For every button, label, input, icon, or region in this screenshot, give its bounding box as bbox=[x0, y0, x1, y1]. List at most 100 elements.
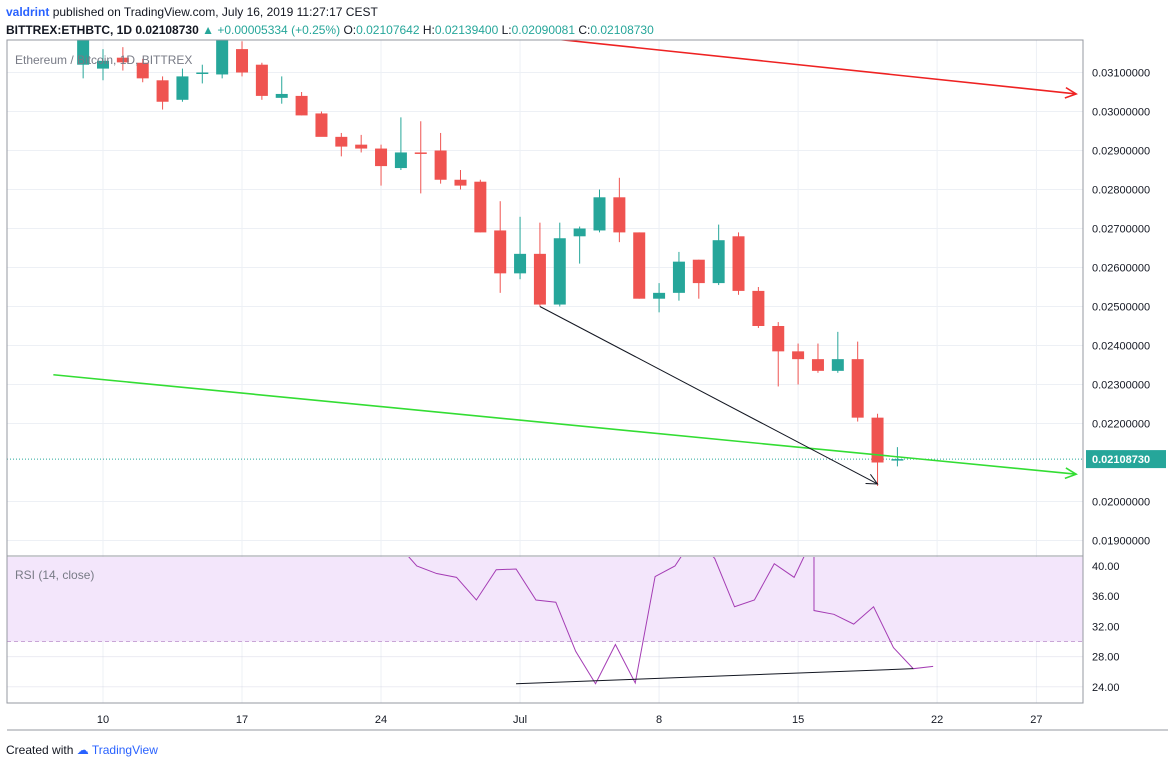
candle bbox=[732, 232, 745, 295]
x-tick-label: 24 bbox=[375, 714, 387, 726]
y-tick-label: 0.03100000 bbox=[1092, 68, 1150, 80]
candle bbox=[275, 76, 288, 104]
rsi-line bbox=[408, 557, 934, 685]
candle-body bbox=[136, 62, 149, 79]
symbol-label: BITTREX:ETHBTC, 1D bbox=[6, 23, 132, 37]
candle-body bbox=[772, 326, 785, 352]
tradingview-brand[interactable]: TradingView bbox=[91, 743, 158, 757]
y-tick-label: 0.02800000 bbox=[1092, 185, 1150, 197]
candle-body bbox=[77, 40, 90, 65]
candle-body bbox=[891, 459, 904, 461]
main-chart-title: Ethereum / Bitcoin, 1D, BITTREX bbox=[15, 53, 192, 67]
candle bbox=[792, 343, 805, 385]
last-price: 0.02108730 bbox=[135, 23, 199, 37]
candle-body bbox=[414, 152, 427, 154]
candle-body bbox=[633, 232, 646, 299]
candle-body bbox=[335, 136, 348, 147]
candle-body bbox=[553, 238, 566, 305]
rsi-y-tick-label: 40.00 bbox=[1092, 561, 1120, 573]
publish-line: valdrint published on TradingView.com, J… bbox=[6, 3, 1166, 21]
y-tick-label: 0.02600000 bbox=[1092, 263, 1150, 275]
x-tick-label: 27 bbox=[1030, 714, 1042, 726]
candle bbox=[375, 144, 388, 186]
close-value: 0.02108730 bbox=[590, 23, 654, 37]
x-tick-label: Jul bbox=[513, 714, 527, 726]
candle bbox=[116, 47, 129, 71]
candle bbox=[236, 41, 249, 77]
y-tick-label: 0.03000000 bbox=[1092, 107, 1150, 119]
y-tick-label: 0.02900000 bbox=[1092, 146, 1150, 158]
x-tick-label: 8 bbox=[656, 714, 662, 726]
candle bbox=[613, 177, 626, 243]
author-link[interactable]: valdrint bbox=[6, 5, 50, 19]
y-tick-label: 0.01900000 bbox=[1092, 536, 1150, 548]
candle-body bbox=[672, 261, 685, 293]
candle bbox=[414, 121, 427, 194]
candle bbox=[633, 232, 646, 299]
candle-body bbox=[176, 76, 189, 100]
low-value: 0.02090081 bbox=[511, 23, 576, 37]
open-value: 0.02107642 bbox=[356, 23, 420, 37]
rsi-trendline bbox=[516, 668, 914, 685]
candle bbox=[136, 58, 149, 83]
candle-body bbox=[573, 228, 586, 237]
x-tick-label: 17 bbox=[236, 714, 248, 726]
candle bbox=[335, 132, 348, 157]
green-support-line bbox=[53, 373, 1077, 475]
last-price-tag bbox=[1086, 450, 1166, 469]
candle-body bbox=[533, 253, 546, 305]
candle bbox=[851, 341, 864, 422]
low-label: L: bbox=[501, 23, 512, 37]
candle bbox=[295, 92, 308, 116]
y-tick-label: 0.02300000 bbox=[1092, 380, 1150, 392]
candle bbox=[573, 226, 586, 264]
rsi-overbought-oversold-band bbox=[7, 557, 1083, 642]
candle bbox=[593, 189, 606, 233]
candle bbox=[494, 201, 507, 293]
candle-body bbox=[295, 95, 308, 116]
candle-body bbox=[593, 197, 606, 231]
candle-body bbox=[692, 259, 705, 284]
candle-body bbox=[811, 359, 824, 371]
chart-frame bbox=[6, 39, 1168, 731]
candle-body bbox=[653, 292, 666, 299]
candle-body bbox=[514, 253, 527, 274]
candle bbox=[772, 322, 785, 387]
price-lower-low-arrowhead bbox=[865, 474, 879, 485]
rsi-title: RSI (14, close) bbox=[15, 568, 94, 582]
candle-body bbox=[394, 152, 407, 169]
green-support-arrowhead bbox=[1064, 467, 1078, 480]
candle bbox=[196, 64, 209, 84]
candle bbox=[315, 111, 328, 137]
candle bbox=[176, 68, 189, 102]
chart-header: valdrint published on TradingView.com, J… bbox=[6, 3, 1166, 39]
x-tick-label: 15 bbox=[792, 714, 804, 726]
candle bbox=[871, 413, 884, 486]
candle-body bbox=[732, 236, 745, 291]
red-resistance-line bbox=[556, 40, 1077, 95]
candle bbox=[831, 331, 844, 373]
y-tick-label: 0.02200000 bbox=[1092, 419, 1150, 431]
candle bbox=[672, 251, 685, 301]
candle bbox=[692, 259, 705, 299]
candle-body bbox=[474, 181, 487, 233]
candle bbox=[156, 76, 169, 110]
candle bbox=[533, 222, 546, 307]
candle-body bbox=[494, 230, 507, 274]
created-with-text: Created with bbox=[6, 743, 74, 757]
candle-body bbox=[355, 144, 368, 149]
last-price-tag-label: 0.02108730 bbox=[1092, 454, 1150, 466]
candle-body bbox=[255, 64, 268, 96]
red-resistance-arrowhead bbox=[1064, 86, 1078, 99]
candle bbox=[811, 343, 824, 373]
candle-body bbox=[236, 49, 249, 73]
x-tick-label: 10 bbox=[97, 714, 109, 726]
candle bbox=[712, 224, 725, 286]
tradingview-logo-icon: ☁ bbox=[76, 743, 89, 757]
candle bbox=[474, 179, 487, 233]
candle-body bbox=[792, 351, 805, 360]
candle-body bbox=[156, 80, 169, 102]
candle-body bbox=[831, 359, 844, 371]
y-tick-label: 0.02000000 bbox=[1092, 497, 1150, 509]
